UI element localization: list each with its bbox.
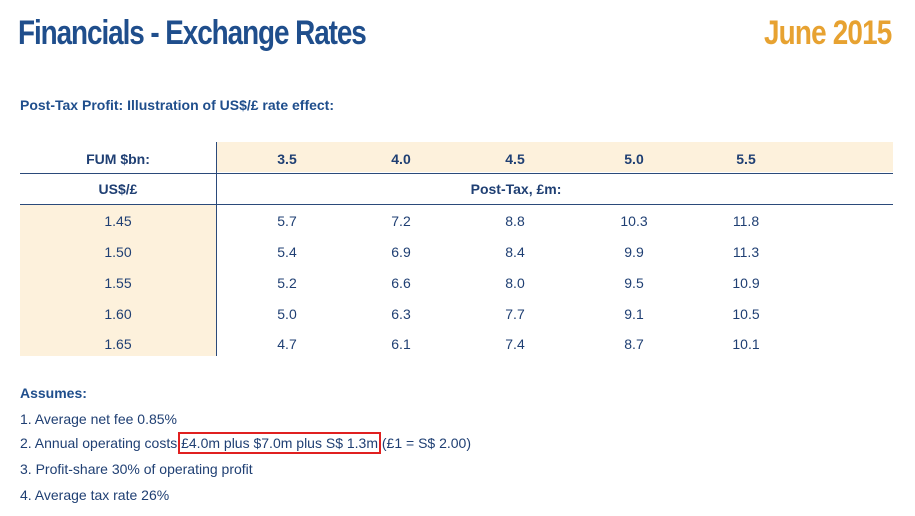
table-cell: 5.7: [277, 213, 297, 229]
fum-value: 5.5: [736, 151, 756, 167]
table-cell: 6.6: [391, 275, 411, 291]
rate-label: US$/£: [98, 181, 138, 197]
rate-cell: 1.50: [104, 244, 132, 260]
table-cell: 9.1: [624, 306, 644, 322]
table-cell: 10.5: [732, 306, 760, 322]
highlighted-costs: £4.0m plus $7.0m plus S$ 1.3m: [178, 432, 381, 454]
assumption-item: 1. Average net fee 0.85%: [20, 411, 177, 427]
fum-label: FUM $bn:: [86, 151, 150, 167]
exchange-rate-table: FUM $bn: 3.5 4.0 4.5 5.0 5.5 US$/£ Post-…: [20, 142, 893, 356]
page-title: Financials - Exchange Rates: [18, 14, 367, 52]
table-cell: 5.4: [277, 244, 297, 260]
assumption-item: 3. Profit-share 30% of operating profit: [20, 461, 253, 477]
table-cell: 7.7: [505, 306, 525, 322]
fum-value: 4.0: [391, 151, 411, 167]
table-cell: 9.9: [624, 244, 644, 260]
table-cell: 10.3: [620, 213, 648, 229]
table-cell: 8.7: [624, 336, 644, 352]
table-cell: 7.2: [391, 213, 411, 229]
assumption-item: 2. Annual operating costs £4.0m plus $7.…: [20, 432, 472, 454]
table-cell: 8.0: [505, 275, 525, 291]
rate-cell: 1.60: [104, 306, 132, 322]
rate-cell: 1.65: [104, 336, 132, 352]
assumption-item: 4. Average tax rate 26%: [20, 487, 170, 503]
table-cell: 11.3: [732, 244, 760, 260]
assumption-text: (£1 = S$ 2.00): [378, 435, 472, 451]
table-cell: 9.5: [624, 275, 644, 291]
header-divider-2: [20, 204, 893, 205]
table-cell: 10.9: [732, 275, 760, 291]
fum-header-band: [216, 142, 893, 172]
fum-value: 4.5: [505, 151, 525, 167]
table-cell: 6.3: [391, 306, 411, 322]
assumptions-heading: Assumes:: [20, 385, 87, 401]
assumption-text: 2. Annual operating costs: [20, 435, 182, 451]
report-date: June 2015: [763, 14, 892, 52]
table-cell: 6.9: [391, 244, 411, 260]
table-cell: 4.7: [277, 336, 297, 352]
table-cell: 5.2: [277, 275, 297, 291]
table-cell: 10.1: [732, 336, 760, 352]
table-cell: 11.8: [732, 213, 760, 229]
table-subtitle: Post-Tax Profit: Illustration of US$/£ r…: [20, 97, 335, 113]
fum-value: 3.5: [277, 151, 297, 167]
table-cell: 8.8: [505, 213, 525, 229]
table-cell: 8.4: [505, 244, 525, 260]
header-divider-1: [20, 173, 893, 174]
table-cell: 7.4: [505, 336, 525, 352]
posttax-label: Post-Tax, £m:: [470, 181, 562, 197]
rate-cell: 1.55: [104, 275, 132, 291]
table-cell: 6.1: [391, 336, 411, 352]
table-cell: 5.0: [277, 306, 297, 322]
rate-column-band: [20, 205, 216, 356]
column-divider: [216, 142, 217, 356]
rate-cell: 1.45: [104, 213, 132, 229]
fum-value: 5.0: [624, 151, 644, 167]
